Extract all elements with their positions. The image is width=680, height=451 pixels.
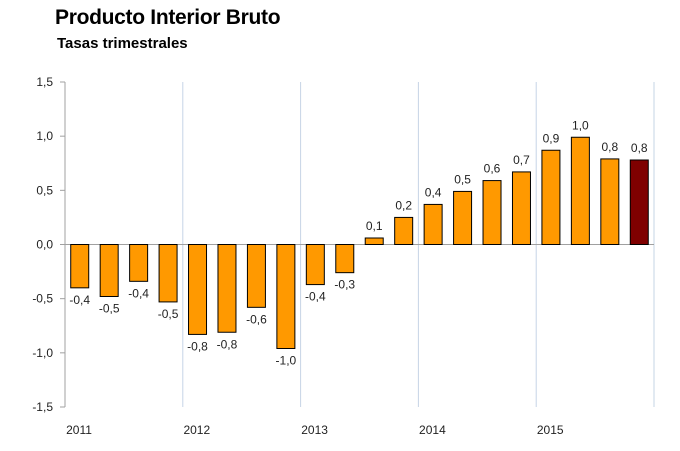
- y-tick-label: 0,5: [36, 183, 53, 197]
- bar: [600, 158, 620, 246]
- data-label: 0,1: [366, 219, 383, 233]
- data-label: 0,8: [601, 140, 618, 154]
- axes: [64, 82, 654, 407]
- data-label: 0,7: [513, 153, 530, 167]
- data-labels: -0,4 -0,5 -0,4 -0,5 -0,8 -0,8 -0,6 -1,0 -0,4 -0,3…: [69, 118, 648, 367]
- bar: [570, 136, 590, 245]
- y-tick-label: 0,0: [36, 238, 53, 252]
- y-tick-label: 1,0: [36, 129, 53, 143]
- y-tick-label: -1,5: [32, 400, 53, 414]
- data-label: -0,3: [334, 278, 355, 292]
- bar: [70, 244, 90, 289]
- bar: [394, 216, 414, 246]
- data-label: 0,8: [631, 141, 648, 155]
- data-label: -0,4: [128, 286, 149, 300]
- data-label: 0,6: [484, 162, 501, 176]
- data-label: -0,4: [305, 290, 326, 304]
- data-label: 0,2: [395, 198, 412, 212]
- bar: [511, 171, 531, 246]
- data-label: 0,9: [543, 131, 560, 145]
- bar: [305, 244, 325, 286]
- bar: [217, 244, 237, 333]
- data-label: -0,8: [217, 337, 238, 351]
- data-label: -0,8: [187, 339, 208, 353]
- chart-title: Producto Interior Bruto: [55, 6, 281, 29]
- data-label: -0,6: [246, 312, 267, 326]
- x-tick-label: 2015: [537, 423, 564, 437]
- bar: [453, 190, 473, 246]
- bar: [158, 244, 178, 303]
- bar: [364, 237, 384, 245]
- data-label: -0,4: [69, 293, 90, 307]
- bar: [276, 244, 296, 349]
- bar: [129, 244, 149, 282]
- bar: [335, 244, 355, 274]
- chart-subtitle: Tasas trimestrales: [57, 35, 188, 52]
- data-label: 0,5: [454, 172, 471, 186]
- y-tick-label: 1,5: [36, 75, 53, 89]
- bar: [246, 244, 266, 308]
- data-label: -0,5: [158, 307, 179, 321]
- x-tick-label: 2012: [183, 423, 210, 437]
- x-axis-ticks: 2011 2012 2013 2014 2015: [66, 423, 564, 437]
- data-label: -0,5: [99, 302, 120, 316]
- x-tick-label: 2014: [419, 423, 446, 437]
- bar: [629, 159, 649, 245]
- bar: [423, 203, 443, 246]
- data-label: -1,0: [276, 354, 297, 368]
- x-tick-label: 2011: [66, 423, 92, 437]
- y-tick-label: -1,0: [32, 346, 53, 360]
- data-label: 0,4: [425, 185, 442, 199]
- x-tick-label: 2013: [301, 423, 328, 437]
- bar: [482, 180, 502, 245]
- y-tick-label: -0,5: [32, 292, 53, 306]
- data-label: 1,0: [572, 118, 589, 132]
- y-axis-ticks: 1,5 1,0 0,5 0,0 -0,5 -1,0 -1,5: [32, 75, 65, 414]
- bar: [541, 149, 561, 245]
- bars: [70, 136, 649, 349]
- bar: [188, 244, 208, 335]
- bar: [99, 244, 119, 297]
